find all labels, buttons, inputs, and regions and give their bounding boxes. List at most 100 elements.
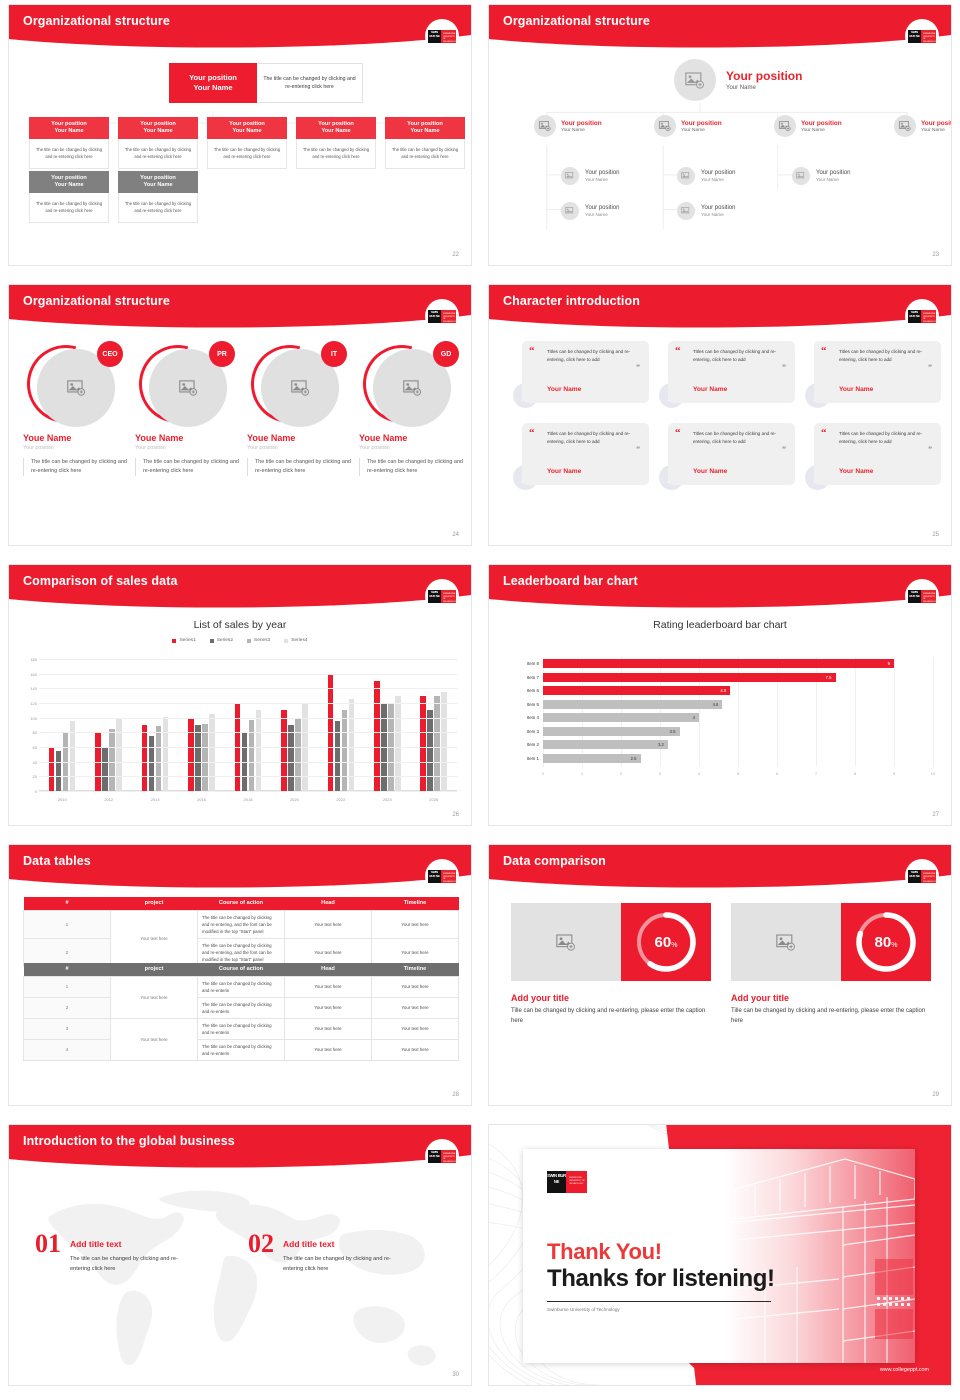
bar-value-label: 2.5 [630, 755, 637, 761]
bar[interactable] [69, 721, 76, 791]
data-table-secondary[interactable]: # project Course of action Head Timeline 1 You… [23, 963, 459, 1061]
bar[interactable]: 9 [543, 659, 894, 668]
corner-logo-badge: SWIN BUR NE SWINBURNE UNIVERSITY OF TECH… [425, 859, 459, 893]
bar[interactable] [281, 710, 287, 791]
quote-card[interactable]: “ ” Titles can be changed by clicking an… [513, 339, 655, 413]
bar[interactable] [334, 721, 341, 791]
member-card[interactable]: IT Youe Name Your position The title can… [236, 330, 351, 476]
quote-card[interactable]: “ ” Titles can be changed by clicking an… [805, 421, 947, 495]
table-row[interactable]: 2 The title can be changed by clicking an… [23, 937, 459, 967]
logo-subtext: SWINBURNE UNIVERSITY OF TECHNOLOGY [921, 310, 936, 323]
bar[interactable] [420, 695, 426, 791]
bar[interactable] [195, 725, 201, 791]
comparison-card[interactable]: 80% Add your title Tille can be changed … [731, 903, 931, 1026]
bar[interactable] [162, 716, 169, 791]
bar[interactable] [48, 747, 55, 791]
table-row[interactable]: 3 Your text here The title can be changed … [23, 1017, 459, 1061]
x-axis-tick: 2010 [57, 797, 67, 802]
bar[interactable] [188, 717, 194, 791]
bar[interactable] [202, 723, 208, 791]
x-axis-tick: 3 [658, 771, 662, 776]
logo-wordmark: SWIN BUR NE [908, 590, 921, 603]
item-number: 02 [248, 1229, 274, 1258]
quote-card[interactable]: “ ” Titles can be changed by clicking an… [659, 339, 801, 413]
bar[interactable] [288, 725, 294, 791]
bar[interactable]: 3.2 [543, 740, 668, 749]
numbered-item[interactable]: 01 Add title text The title can be chang… [35, 1231, 198, 1274]
gridline [39, 688, 457, 690]
table-row[interactable]: 4 The title can be changed by clicking an… [23, 1038, 459, 1061]
bar[interactable] [427, 710, 433, 791]
bar[interactable] [374, 681, 380, 791]
bar[interactable] [209, 714, 215, 791]
bar[interactable] [55, 750, 62, 791]
bar[interactable] [341, 710, 348, 791]
bar-value-label: 4 [692, 715, 695, 720]
category-label: Item 2 [526, 742, 539, 747]
bar[interactable] [441, 692, 447, 791]
quote-card[interactable]: “ ” Titles can be changed by clicking an… [513, 421, 655, 495]
org-node-position: Your position [140, 120, 176, 127]
image-placeholder-icon [731, 903, 841, 981]
website-url[interactable]: www.collegeppt.com [879, 1367, 929, 1373]
bar[interactable]: 4.6 [543, 699, 723, 709]
org-node[interactable]: Your position Your Name The title can be … [385, 117, 465, 169]
org-root-node[interactable]: Your position Your Name The title can be… [169, 63, 363, 103]
bar[interactable] [248, 719, 255, 791]
y-axis-tick: 0 [34, 789, 37, 794]
org-node[interactable]: Your position Your Name The title can be … [118, 117, 198, 169]
bar[interactable] [102, 747, 108, 791]
comparison-card[interactable]: 60% Add your title Tille can be changed … [511, 903, 711, 1026]
bar[interactable]: 4.8 [543, 686, 731, 695]
member-desc: The title can be changed by clicking and… [359, 458, 463, 476]
quote-card[interactable]: “ ” Titles can be changed by clicking an… [805, 339, 947, 413]
legend-label: Series3 [254, 638, 271, 643]
data-table-primary[interactable]: # project Course of action Head Timeline 1 You… [23, 897, 459, 967]
quote-close-icon: ” [782, 445, 786, 454]
y-axis-tick: 80 [32, 730, 37, 736]
table-cell: 1 [23, 975, 111, 998]
bar[interactable]: 7.5 [543, 672, 836, 682]
org-node[interactable]: Your position Your Name The title can be … [118, 171, 198, 223]
table-row[interactable]: 1 Your text here The title can be changed … [23, 975, 459, 1019]
member-card[interactable]: CEO Youe Name Your position The title ca… [12, 330, 127, 476]
bar[interactable]: 2.5 [543, 753, 641, 763]
quote-card[interactable]: “ ” Titles can be changed by clicking an… [659, 421, 801, 495]
table-header-cell: # [23, 897, 111, 910]
bar[interactable] [348, 699, 355, 791]
member-card[interactable]: PR Youe Name Your position The title can… [124, 330, 239, 476]
bar[interactable] [395, 695, 401, 791]
table-row[interactable]: 2 The title can be changed by clicking an… [23, 996, 459, 1019]
bar[interactable] [434, 695, 440, 791]
numbered-item[interactable]: 02 Add title text The title can be chang… [248, 1231, 411, 1274]
org-node[interactable]: Your position Your Name The title can be … [296, 117, 376, 169]
member-card[interactable]: GD Youe Name Your position The title can… [348, 330, 463, 476]
bar[interactable] [148, 736, 155, 791]
bar[interactable] [141, 725, 148, 791]
gridline [39, 761, 457, 763]
slide-body: List of sales by year Series1 Series2 Seri… [9, 611, 471, 825]
tree-node-name: Your Name [701, 177, 724, 183]
bar[interactable]: 3.5 [543, 726, 680, 736]
org-node[interactable]: Your position Your Name The title can be … [207, 117, 287, 169]
bar[interactable] [109, 728, 115, 791]
org-node[interactable]: Your position Your Name The title can be … [29, 171, 109, 223]
bar[interactable]: 4 [543, 713, 699, 722]
bar[interactable] [255, 710, 262, 791]
tree-root-node[interactable]: Your position Your Name [674, 59, 802, 101]
bar[interactable] [155, 726, 162, 791]
table-header-cell: Head [284, 897, 372, 910]
table-row[interactable]: 1 Your text here The title can be changed … [23, 909, 459, 967]
org-node[interactable]: Your position Your Name The title can be … [29, 117, 109, 169]
bar[interactable] [116, 718, 122, 791]
bar[interactable] [295, 717, 301, 791]
